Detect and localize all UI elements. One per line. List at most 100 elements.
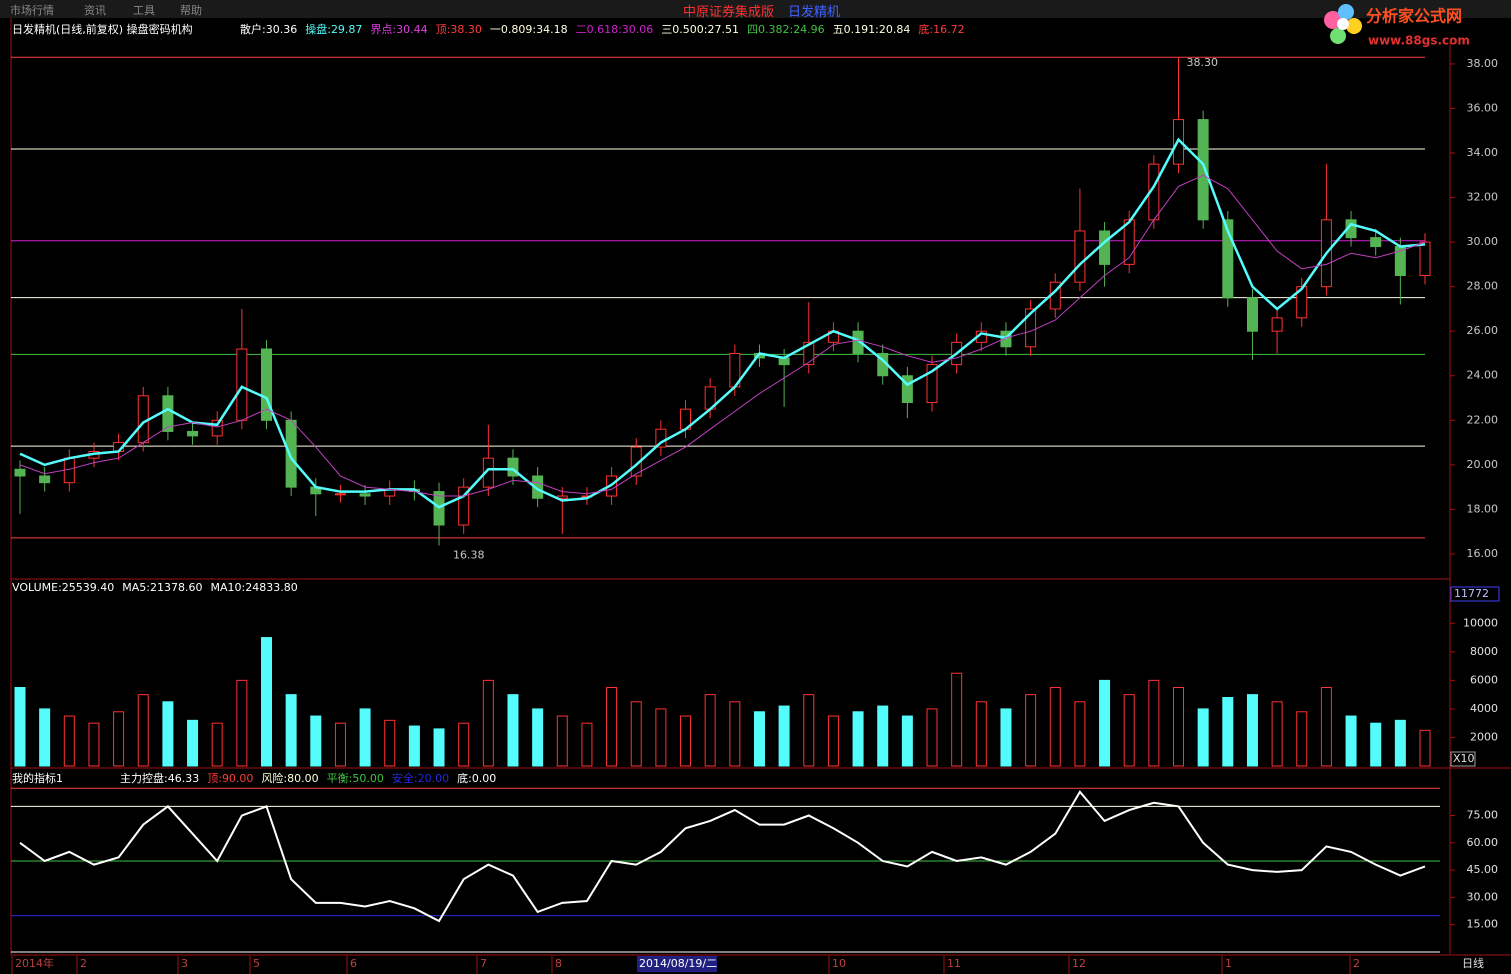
volume-bar [482,679,494,767]
readout-value: 25539.40 [61,581,115,594]
readout-label: 底: [918,23,934,36]
volume-bar [1320,687,1332,767]
volume-bar [926,708,938,767]
candle-body [162,395,174,432]
unit-box [1450,751,1476,767]
x-tick-label: 8 [555,957,562,970]
y-tick-label: 16.00 [1467,547,1499,560]
readout: 主力控盘:46.33 [120,770,199,786]
max-annotation: 38.30 [1187,56,1219,69]
volume-bar [1296,711,1308,767]
candle-body [1370,237,1382,248]
stock-title: 日发精机 [788,5,841,20]
candle-body [137,395,149,444]
readout: 四0.382:24.96 [747,21,825,37]
volume-bar [1419,729,1431,767]
readout: 底:0.00 [457,770,496,786]
volume-bar [778,705,790,767]
volume-bar [532,708,544,767]
candle-body [14,468,26,477]
volume-header: VOLUME:25539.40 MA5:21378.60 MA10:24833.80 [12,581,298,594]
volume-bar [827,715,839,767]
volume-bar [162,701,174,767]
candle-body [482,457,494,488]
readout-label: 平衡: [326,772,353,785]
candle-body [926,364,938,403]
candle-body [211,419,223,437]
volume-bar [1123,694,1135,767]
volume-bar [630,701,642,767]
volume-bar [1074,701,1086,767]
readout: 五0.191:20.84 [833,21,911,37]
readout: 风险:80.00 [261,770,318,786]
candle-body [236,348,248,421]
readout-label: VOLUME: [12,581,62,594]
readout-value: 29.87 [330,23,363,36]
x-tick-label: 3 [181,957,188,970]
x-tick-label: 10 [832,957,846,970]
readout-label: 二0.618: [575,23,622,36]
readout-value: 24833.80 [245,581,298,594]
readout-label: 安全: [391,772,418,785]
readout-value: 34.18 [536,23,568,36]
volume-bar [187,719,199,767]
volume-bar [14,687,26,767]
menu-item[interactable]: 工具 [133,4,155,17]
indicator-line [19,790,1426,923]
candle-body [1197,119,1209,221]
menu-item[interactable]: 帮助 [180,4,202,17]
volume-bar [1246,694,1258,767]
readout-label: 底: [457,772,472,785]
volume-bar [1370,722,1382,767]
readout-value: 21378.60 [150,581,203,594]
candle-body [359,493,371,497]
y-tick-label: 34.00 [1467,146,1499,159]
y-tick-label: 2000 [1470,730,1498,743]
candle-body [260,348,272,421]
volume-bar [137,694,149,767]
readout-label: 顶: [207,772,222,785]
volume-bar [1099,679,1111,767]
readout-label: MA10: [210,581,246,594]
volume-bar [113,711,125,767]
x-tick-label: 11 [947,957,961,970]
y-tick-label: 18.00 [1467,502,1499,515]
menu-item[interactable]: 资讯 [84,4,106,17]
volume-bar [655,708,667,767]
y-tick-label: 32.00 [1467,191,1499,204]
y-tick-label: 26.00 [1467,324,1499,337]
candle-body [458,486,470,526]
y-tick-label: 10000 [1463,616,1498,629]
candle-body [852,330,864,354]
volume-bar [901,715,913,767]
x-tick-label: 12 [1072,957,1086,970]
y-tick-label: 75.00 [1467,809,1499,822]
candle-body [1271,317,1283,332]
readout-label: 风险: [261,772,288,785]
volume-bar [975,701,987,767]
volume-bar [211,722,223,767]
indicator-name: 我的指标1 [12,770,63,786]
candle-body [334,493,346,496]
readout-value: 30.44 [396,23,428,36]
y-tick-label: 36.00 [1467,101,1499,114]
volume-bar [458,722,470,767]
y-tick-label: 4000 [1470,702,1498,715]
menu-item[interactable]: 市场行情 [10,4,54,17]
readout-value: 80.00 [287,772,319,785]
readout: 界点:30.44 [370,21,427,37]
volume-bar [359,708,371,767]
y-tick-label: 60.00 [1467,836,1499,849]
readout-label: 一0.809: [489,23,537,36]
logo: 分析家公式网 www.88gs.com [1324,4,1470,48]
logo-name: 分析家公式网 [1366,7,1462,26]
app-title: 中原证券集成版 [683,5,775,20]
frame [10,18,1511,956]
indicator-readouts: 主力控盘:46.33 顶:90.00 风险:80.00 平衡:50.00 安全:20.0… [120,770,496,786]
price-readouts: 散户:30.36 操盘:29.87 界点:30.44 顶:38.30 一0.809:34… [240,21,965,37]
volume-bar [1394,719,1406,767]
volume-bar [408,725,420,767]
y-tick-label: 28.00 [1467,280,1499,293]
